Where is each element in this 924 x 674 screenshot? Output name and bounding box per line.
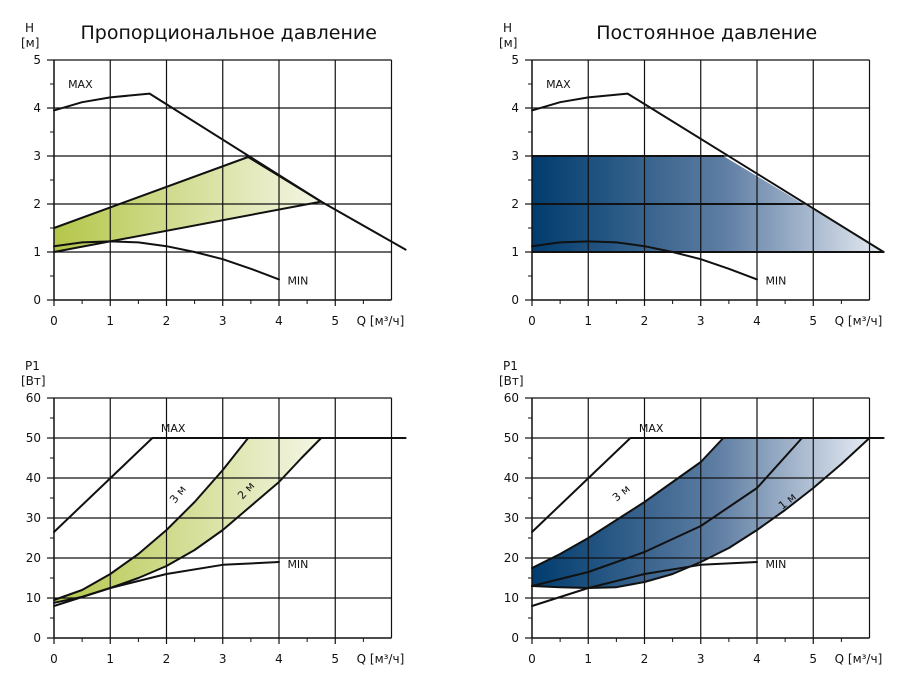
chart-title: Пропорциональное давление [81,22,377,44]
y-tick-label: 3 [511,149,519,163]
x-tick-label: 1 [584,314,592,328]
x-tick-label: 2 [163,652,171,666]
x-axis-label: Q [м³/ч] [835,314,883,328]
x-tick-label: 4 [753,652,761,666]
curve-max [531,92,885,253]
x-axis-label: Q [м³/ч] [357,314,405,328]
y-axis-label: P1 [25,359,40,373]
x-axis-label: Q [м³/ч] [357,652,405,666]
chart-h_prop: 0 1 2 3 4 5 0 1 2 3 4 5 H[м] Q [м³/ч] Пропорциональное… [21,21,407,328]
x-tick-label: 1 [584,652,592,666]
curve-boundary [531,437,803,587]
y-axis-unit: [м] [499,36,517,50]
x-tick-label: 5 [809,314,817,328]
y-tick-label: 2 [511,197,519,211]
y-tick-label: 50 [26,431,41,445]
curve-annotation: MAX [161,422,186,435]
operating-region [54,438,322,603]
y-tick-label: 3 [33,149,41,163]
y-tick-label: 2 [33,197,41,211]
y-tick-label: 0 [511,293,519,307]
x-tick-label: 2 [641,652,649,666]
y-tick-label: 10 [26,591,41,605]
x-tick-label: 0 [528,314,536,328]
y-tick-label: 30 [504,511,519,525]
curve-boundary [53,200,323,253]
curve-max [531,437,885,533]
curve-min [531,240,758,281]
y-tick-label: 4 [33,101,41,115]
x-tick-label: 0 [50,652,58,666]
y-tick-label: 1 [511,245,519,259]
x-tick-label: 0 [50,314,58,328]
y-tick-label: 5 [33,53,41,67]
y-tick-label: 10 [504,591,519,605]
y-axis-label: P1 [503,359,518,373]
y-tick-label: 30 [26,511,41,525]
curve-boundary [53,156,323,229]
curve-annotation: MIN [287,275,308,288]
chart-h_const: 0 1 2 3 4 5 0 1 2 3 4 5 H[м] Q [м³/ч] Постоянное давле… [499,21,885,328]
curve-2м [53,437,323,604]
x-tick-label: 3 [697,652,705,666]
curve-annotation: MIN [765,558,786,571]
x-tick-label: 1 [106,314,114,328]
x-tick-label: 4 [753,314,761,328]
y-tick-label: 60 [26,391,41,405]
y-tick-label: 0 [33,293,41,307]
curve-annotation: MAX [546,78,571,91]
x-tick-label: 5 [331,652,339,666]
curve-annotation: MIN [287,558,308,571]
y-tick-label: 40 [26,471,41,485]
y-axis-unit: [Вт] [499,374,524,388]
x-axis-label: Q [м³/ч] [835,652,883,666]
y-axis-label: H [503,21,512,35]
y-tick-label: 0 [511,631,519,645]
curve-annotation: 3 м [610,482,633,504]
y-axis-label: H [25,21,34,35]
curve-annotation: MIN [765,275,786,288]
y-tick-label: 1 [33,245,41,259]
curve-annotation: MAX [68,78,93,91]
curve-annotation: MAX [639,422,664,435]
curve-annotation: 3 м [167,483,189,506]
x-tick-label: 0 [528,652,536,666]
x-tick-label: 3 [219,652,227,666]
x-tick-label: 5 [331,314,339,328]
curve-3м [531,437,725,569]
curve-min [531,561,758,607]
y-tick-label: 20 [26,551,41,565]
y-tick-label: 0 [33,631,41,645]
chart-title: Постоянное давление [596,22,817,44]
x-tick-label: 2 [163,314,171,328]
y-tick-label: 60 [504,391,519,405]
x-tick-label: 3 [697,314,705,328]
x-tick-label: 2 [641,314,649,328]
curve-max [53,92,407,251]
x-tick-label: 3 [219,314,227,328]
curve-1м [531,437,871,589]
y-tick-label: 40 [504,471,519,485]
curve-3м [53,437,250,601]
y-axis-unit: [м] [21,36,39,50]
x-tick-label: 1 [106,652,114,666]
x-tick-label: 4 [275,652,283,666]
y-tick-label: 5 [511,53,519,67]
y-axis-unit: [Вт] [21,374,46,388]
y-tick-label: 20 [504,551,519,565]
y-tick-label: 50 [504,431,519,445]
curve-min [53,240,280,281]
y-tick-label: 4 [511,101,519,115]
x-tick-label: 5 [809,652,817,666]
x-tick-label: 4 [275,314,283,328]
